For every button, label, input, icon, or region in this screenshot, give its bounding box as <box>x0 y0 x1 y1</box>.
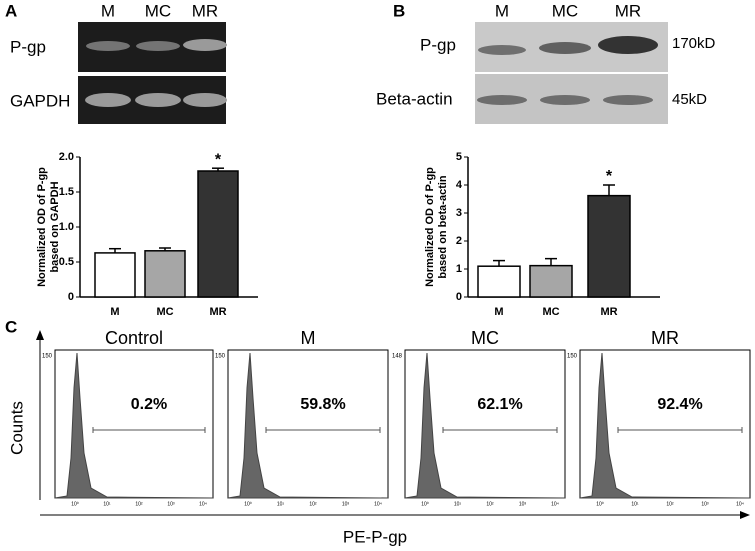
y-tick-label: 4 <box>456 179 463 191</box>
panel-title: MR <box>651 328 679 348</box>
lane-label: M <box>495 1 509 20</box>
x-tick-label: 10¹ <box>454 501 462 507</box>
x-tick-label: MR <box>600 306 617 318</box>
x-tick-label: 10⁰ <box>71 501 79 507</box>
bar <box>197 170 239 298</box>
x-tick-label: 10¹ <box>103 501 111 507</box>
y-tick-label: 5 <box>456 151 462 163</box>
x-tick-label: MR <box>209 306 226 318</box>
size-label: 170kD <box>672 35 716 52</box>
y-tick-label: 3 <box>456 207 462 219</box>
y-tick-label: 0 <box>456 291 462 303</box>
x-tick-label: 10⁰ <box>244 501 252 507</box>
x-tick-label: 10⁴ <box>199 501 207 507</box>
x-tick-label: 10⁴ <box>551 501 559 507</box>
x-tick-label: 10⁴ <box>736 501 744 507</box>
arrow-head <box>740 511 750 519</box>
bar <box>94 252 136 298</box>
panel-label: B <box>393 1 405 20</box>
x-tick-label: 10⁴ <box>374 501 382 507</box>
bar <box>587 194 631 298</box>
x-tick-label: 10³ <box>342 501 350 507</box>
panel-label: C <box>5 317 17 336</box>
y-tick-label: 148 <box>392 354 403 360</box>
x-tick-label: 10³ <box>519 501 527 507</box>
row-label: P-gp <box>10 37 46 56</box>
y-tick-label: 150 <box>42 354 53 360</box>
x-tick-label: M <box>494 306 503 318</box>
histogram <box>404 352 566 499</box>
arrow-head <box>36 330 44 340</box>
x-tick-label: MC <box>156 306 173 318</box>
y-tick-label: 0.5 <box>59 256 74 268</box>
x-tick-label: 10² <box>666 501 674 507</box>
y-axis-label: Normalized OD of P-gp <box>36 167 48 287</box>
y-tick-label: 0 <box>68 291 74 303</box>
gate-percent: 0.2% <box>131 396 167 413</box>
gate-percent: 59.8% <box>300 396 345 413</box>
y-tick-label: 150 <box>567 354 578 360</box>
x-tick-label: 10³ <box>167 501 175 507</box>
x-tick-label: 10² <box>309 501 317 507</box>
y-tick-label: 2 <box>456 235 462 247</box>
bar <box>144 250 186 298</box>
bar <box>529 264 573 298</box>
gate-percent: 62.1% <box>477 396 522 413</box>
axis-label: PE-P-gp <box>343 527 407 546</box>
row-label: P-gp <box>420 35 456 54</box>
blot-bands <box>477 36 658 105</box>
y-axis-label: Normalized OD of P-gp <box>424 167 436 287</box>
size-label: 45kD <box>672 91 707 108</box>
gate-percent: 92.4% <box>657 396 702 413</box>
lane-label: MR <box>615 1 641 20</box>
annotation: * <box>215 151 222 168</box>
row-label: GAPDH <box>10 91 70 110</box>
panel-title: Control <box>105 328 163 348</box>
lane-label: MC <box>145 1 171 20</box>
x-tick-label: M <box>110 306 119 318</box>
y-axis-label: based on GAPDH <box>49 181 61 272</box>
bar <box>477 265 521 298</box>
axis-label: Counts <box>7 401 26 455</box>
panel-title: M <box>301 328 316 348</box>
y-axis-label: based on beta-actin <box>437 175 449 279</box>
histogram <box>54 352 214 499</box>
gel-bands <box>85 39 227 107</box>
x-tick-label: 10² <box>135 501 143 507</box>
lane-label: MC <box>552 1 578 20</box>
x-tick-label: 10⁰ <box>421 501 429 507</box>
y-tick-label: 150 <box>215 354 226 360</box>
lane-label: MR <box>192 1 218 20</box>
x-tick-label: 10¹ <box>277 501 285 507</box>
annotation: * <box>606 168 613 185</box>
row-label: Beta-actin <box>376 89 453 108</box>
histogram <box>579 352 751 499</box>
y-tick-label: 2.0 <box>59 151 74 163</box>
panel-label: A <box>5 1 17 20</box>
y-tick-label: 1 <box>456 263 462 275</box>
x-tick-label: 10² <box>486 501 494 507</box>
x-tick-label: 10⁰ <box>596 501 604 507</box>
y-tick-label: 1.0 <box>59 221 74 233</box>
x-tick-label: MC <box>542 306 559 318</box>
x-tick-label: 10³ <box>701 501 709 507</box>
panel-title: MC <box>471 328 499 348</box>
lane-label: M <box>101 1 115 20</box>
histogram <box>227 352 389 499</box>
x-tick-label: 10¹ <box>631 501 639 507</box>
y-tick-label: 1.5 <box>59 186 74 198</box>
